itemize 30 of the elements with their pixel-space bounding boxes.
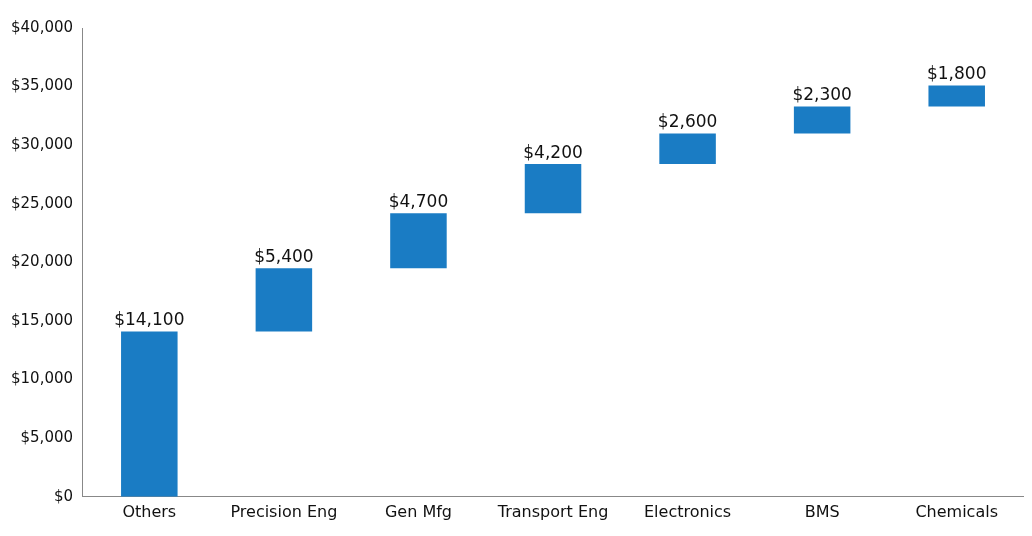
x-tick-label: Others xyxy=(122,501,177,521)
y-tick-label: $0 xyxy=(53,486,74,505)
bar xyxy=(928,85,985,107)
bar xyxy=(793,106,851,134)
data-label: $4,700 xyxy=(388,191,449,212)
data-label: $5,400 xyxy=(254,246,314,267)
bar xyxy=(659,133,716,164)
y-tick-label: $30,000 xyxy=(11,135,74,154)
y-tick-label: $25,000 xyxy=(11,193,74,212)
data-label: $2,600 xyxy=(657,111,718,132)
bar xyxy=(255,268,313,332)
bar xyxy=(121,331,178,497)
x-tick-label: Transport Eng xyxy=(496,501,609,521)
x-tick-label: Precision Eng xyxy=(230,501,338,521)
y-tick-label: $15,000 xyxy=(11,310,74,329)
data-label: $4,200 xyxy=(523,141,583,162)
y-tick-label: $20,000 xyxy=(11,252,74,271)
data-label: $2,300 xyxy=(792,84,852,105)
y-tick-label: $5,000 xyxy=(20,428,74,447)
data-label: $1,800 xyxy=(926,63,987,84)
x-tick-label: Gen Mfg xyxy=(384,501,452,521)
x-tick-label: Electronics xyxy=(643,501,732,521)
x-tick-label: BMS xyxy=(804,501,840,521)
bar xyxy=(390,213,447,269)
data-label: $14,100 xyxy=(114,309,185,330)
bar xyxy=(524,163,582,214)
y-tick-label: $35,000 xyxy=(11,76,74,95)
y-tick-label: $10,000 xyxy=(11,369,74,388)
x-tick-label: Chemicals xyxy=(915,501,999,521)
y-tick-label: $40,000 xyxy=(11,17,74,36)
